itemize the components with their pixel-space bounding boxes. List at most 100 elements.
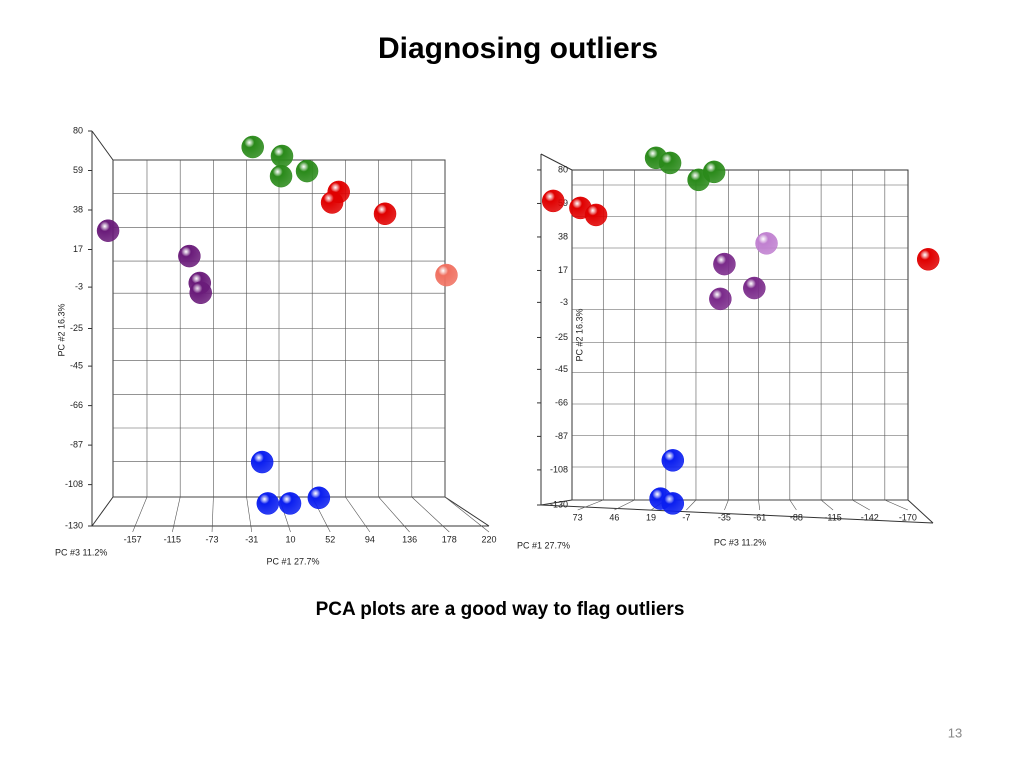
x-tick-label: -157 xyxy=(124,534,142,544)
x-tick-label: -73 xyxy=(206,534,219,544)
x-axis-title: PC #3 11.2% xyxy=(714,537,766,547)
x-tick-label: 52 xyxy=(325,534,335,544)
pca-plot: 80593817-3-25-45-66-87-108-130734619-7-3… xyxy=(517,146,940,550)
y-tick-label: -3 xyxy=(75,281,83,291)
x-tick-label: -61 xyxy=(753,512,766,522)
y-tick-label: -45 xyxy=(555,364,568,374)
x-tick-label: 19 xyxy=(646,512,656,522)
x-tick-label: 73 xyxy=(573,512,583,522)
floor-line xyxy=(246,496,253,533)
y-tick-label: -3 xyxy=(560,297,568,307)
sample-point xyxy=(584,203,608,227)
floor-line xyxy=(686,499,697,511)
sample-point xyxy=(661,449,685,472)
x-tick-label: -170 xyxy=(899,512,917,522)
floor-line xyxy=(378,496,410,533)
floor-line xyxy=(444,496,490,533)
y-tick-label: -130 xyxy=(65,520,83,530)
frame-edge xyxy=(907,499,934,524)
y-tick-label: -108 xyxy=(550,464,568,474)
sample-point xyxy=(709,287,732,311)
slide-title: Diagnosing outliers xyxy=(378,32,658,65)
x-tick-label: 136 xyxy=(402,534,417,544)
sample-point xyxy=(713,252,736,276)
sample-point xyxy=(178,244,201,268)
sample-point xyxy=(320,191,344,214)
back-wall xyxy=(571,169,909,501)
x-tick-label: -88 xyxy=(790,512,803,522)
y-tick-label: -130 xyxy=(550,499,568,509)
x-tick-label: -31 xyxy=(245,534,258,544)
y-tick-label: -66 xyxy=(70,400,83,410)
sample-point xyxy=(541,189,565,213)
frame-edge xyxy=(444,496,490,527)
sample-point xyxy=(250,450,274,474)
y-tick-label: 38 xyxy=(73,204,83,214)
floor-line xyxy=(789,499,797,511)
pca-plot: 80 59 38 17 -3 -25 -45 -66 -87 -108 -130 -157 -115 -7… xyxy=(55,125,497,566)
x-tick-label: 178 xyxy=(442,534,457,544)
y-tick-label: -108 xyxy=(65,479,83,489)
z-axis-title: PC #3 11.2% xyxy=(55,547,107,557)
floor-line xyxy=(411,496,450,533)
sample-point xyxy=(295,159,319,183)
x-tick-label: -142 xyxy=(861,512,879,522)
floor-line xyxy=(852,499,870,511)
y-tick-label: 80 xyxy=(558,164,568,174)
sample-point xyxy=(658,151,682,175)
sample-point xyxy=(702,160,726,184)
y-axis-title: PC #2 16.3% xyxy=(574,308,584,361)
frame-edge xyxy=(540,499,573,506)
y-tick-label: -45 xyxy=(70,360,83,370)
sample-point xyxy=(270,144,294,168)
frame-edge xyxy=(91,130,114,161)
y-axis-title: PC #2 16.3% xyxy=(56,303,66,356)
x-tick-label: 220 xyxy=(481,534,496,544)
y-tick-label: -87 xyxy=(70,439,83,449)
sample-point xyxy=(278,492,302,515)
floor-edge xyxy=(540,504,934,524)
x-axis-title: PC #1 27.7% xyxy=(266,556,319,566)
sample-point xyxy=(307,486,331,510)
sample-point xyxy=(661,492,685,515)
y-tick-label: 17 xyxy=(73,244,83,254)
y-tick-label: -66 xyxy=(555,397,568,407)
sample-point xyxy=(269,164,293,188)
sample-point xyxy=(256,492,280,515)
y-tick-label: 59 xyxy=(73,165,83,175)
floor-line xyxy=(577,499,604,511)
x-tick-label: 46 xyxy=(609,512,619,522)
floor-line xyxy=(724,499,729,511)
caption: PCA plots are a good way to flag outlier… xyxy=(316,599,685,620)
x-tick-label: -115 xyxy=(824,512,841,522)
floor-line xyxy=(211,496,214,533)
y-tick-label: 38 xyxy=(558,231,568,241)
floor-line xyxy=(820,499,834,511)
x-tick-label: -35 xyxy=(718,512,731,522)
y-tick-label: -25 xyxy=(70,323,83,333)
y-tick-label: -25 xyxy=(555,332,568,342)
sample-point xyxy=(743,276,766,300)
y-tick-label: 80 xyxy=(73,125,83,135)
floor-line xyxy=(884,499,908,511)
floor-line xyxy=(758,499,761,511)
y-tick-label: 17 xyxy=(558,265,568,275)
y-tick-label: -87 xyxy=(555,431,568,441)
sample-point xyxy=(189,281,212,305)
x-tick-label: 10 xyxy=(285,534,295,544)
x-tick-label: -7 xyxy=(682,512,690,522)
page-number: 13 xyxy=(948,725,962,740)
frame-edge xyxy=(540,153,573,171)
floor-line xyxy=(614,499,635,511)
sample-point xyxy=(435,263,458,287)
sample-point xyxy=(96,219,120,242)
x-tick-label: -115 xyxy=(164,534,181,544)
floor-line xyxy=(132,496,148,533)
frame-edge xyxy=(91,496,114,527)
x-tick-label: 94 xyxy=(365,534,375,544)
sample-point xyxy=(916,248,940,271)
sample-point xyxy=(241,135,264,159)
floor-line xyxy=(172,496,181,533)
sample-point xyxy=(373,202,397,226)
